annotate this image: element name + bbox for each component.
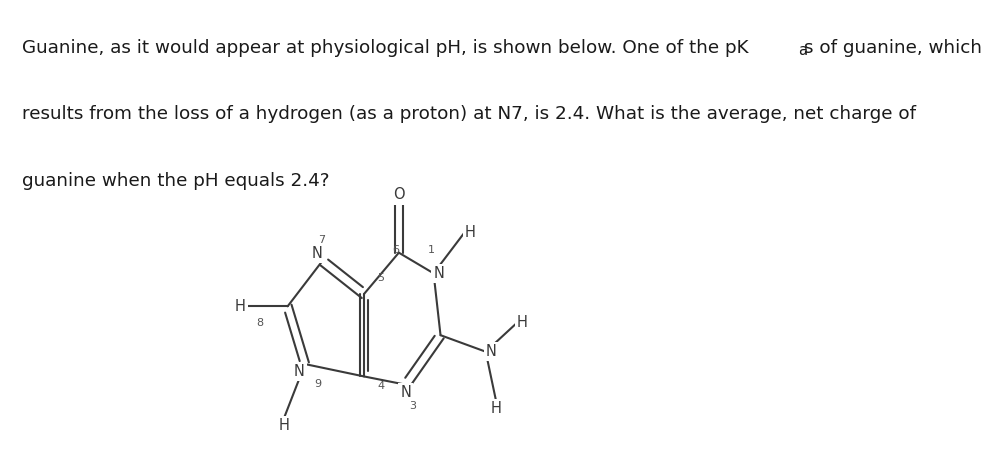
Text: guanine when the pH equals 2.4?: guanine when the pH equals 2.4? xyxy=(23,172,329,190)
Text: N: N xyxy=(433,266,444,281)
Text: H: H xyxy=(464,225,475,240)
Text: O: O xyxy=(392,188,404,203)
Text: H: H xyxy=(278,418,289,433)
Text: N: N xyxy=(294,364,305,379)
Text: H: H xyxy=(235,299,246,314)
Text: N: N xyxy=(400,385,411,399)
Text: H: H xyxy=(490,401,501,416)
Text: 6: 6 xyxy=(391,245,398,255)
Text: Guanine, as it would appear at physiological pH, is shown below. One of the pK: Guanine, as it would appear at physiolog… xyxy=(23,39,748,56)
Text: 1: 1 xyxy=(427,245,434,255)
Text: 5: 5 xyxy=(377,273,384,283)
Text: results from the loss of a hydrogen (as a proton) at N7, is 2.4. What is the ave: results from the loss of a hydrogen (as … xyxy=(23,105,915,123)
Text: s of guanine, which: s of guanine, which xyxy=(803,39,981,56)
Text: N: N xyxy=(312,246,322,261)
Text: H: H xyxy=(235,299,246,314)
Text: 4: 4 xyxy=(377,381,384,391)
Text: 7: 7 xyxy=(317,235,324,245)
Text: a: a xyxy=(797,43,807,58)
Text: 8: 8 xyxy=(256,318,263,328)
Text: N: N xyxy=(485,344,496,359)
Text: 9: 9 xyxy=(314,379,320,389)
Text: H: H xyxy=(517,315,528,330)
Text: 3: 3 xyxy=(408,401,415,411)
